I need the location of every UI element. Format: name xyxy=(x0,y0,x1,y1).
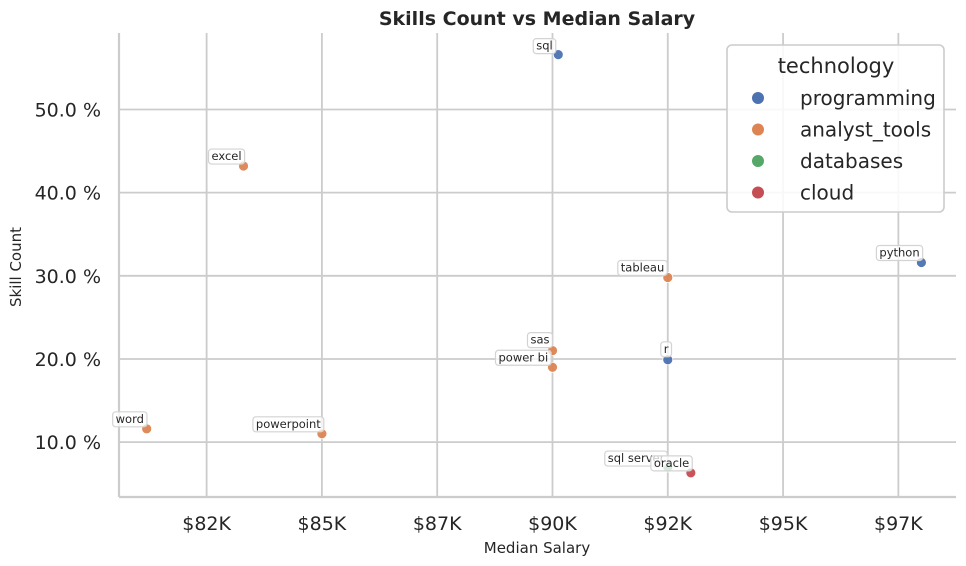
annotation-sql: sql xyxy=(532,38,557,55)
annotation-label: sas xyxy=(530,333,549,347)
chart-title: Skills Count vs Median Salary xyxy=(379,8,696,30)
x-tick-label: $92K xyxy=(643,513,692,535)
annotations: sql excel python tableau sas r power bi word pow… xyxy=(112,38,924,472)
annotation-excel: excel xyxy=(207,148,246,165)
annotation-label: power bi xyxy=(498,350,548,364)
legend-box xyxy=(726,44,945,213)
x-tick-label: $95K xyxy=(759,513,808,535)
legend-marker-programming xyxy=(752,92,764,104)
annotation-label: r xyxy=(664,342,669,356)
legend-title: technology xyxy=(778,54,895,78)
annotation-word: word xyxy=(112,411,148,428)
x-tick-label: $82K xyxy=(182,513,231,535)
annotation-r: r xyxy=(660,341,673,358)
legend-label-programming: programming xyxy=(800,86,936,110)
annotation-label: excel xyxy=(212,149,242,163)
legend: technology programming analyst_toolsdataba… xyxy=(726,44,945,213)
x-tick-label: $90K xyxy=(528,513,577,535)
annotation-tableau: tableau xyxy=(617,259,668,277)
annotation-label: oracle xyxy=(654,456,689,470)
legend-marker-cloud xyxy=(752,186,764,199)
y-tick-label: 20.0 % xyxy=(35,349,101,371)
y-tick-label: 10.0 % xyxy=(35,432,101,454)
legend-label-databases: databases xyxy=(800,149,903,173)
y-axis-title: Skill Count xyxy=(7,227,25,307)
annotation-label: sql xyxy=(536,39,553,53)
annotation-sas: sas xyxy=(526,332,554,349)
x-tick-label: $87K xyxy=(413,513,462,535)
legend-marker-analyst-tools xyxy=(752,123,764,136)
x-axis-title: Median Salary xyxy=(484,539,591,557)
axes: $82K $85K $87K $90K $92K $95K $97K 10.0 % 20.0 %… xyxy=(35,33,956,535)
annotation-power-bi: power bi xyxy=(494,349,552,366)
annotation-oracle: oracle xyxy=(650,455,693,472)
y-tick-label: 40.0 % xyxy=(35,183,101,205)
annotation-label: python xyxy=(879,246,919,260)
legend-label-analyst-tools: analyst_tools xyxy=(800,118,931,142)
annotation-label: tableau xyxy=(621,260,664,274)
x-tick-label: $85K xyxy=(298,513,347,535)
legend-label-cloud: cloud xyxy=(800,181,854,205)
annotation-label: powerpoint xyxy=(256,417,321,431)
y-tick-label: 30.0 % xyxy=(35,266,101,288)
x-tick-label: $97K xyxy=(874,513,923,535)
legend-marker-databases xyxy=(752,155,764,167)
annotation-python: python xyxy=(875,244,924,262)
annotation-label: word xyxy=(116,412,144,426)
y-tick-label: 50.0 % xyxy=(35,100,101,122)
annotation-powerpoint: powerpoint xyxy=(252,416,325,433)
